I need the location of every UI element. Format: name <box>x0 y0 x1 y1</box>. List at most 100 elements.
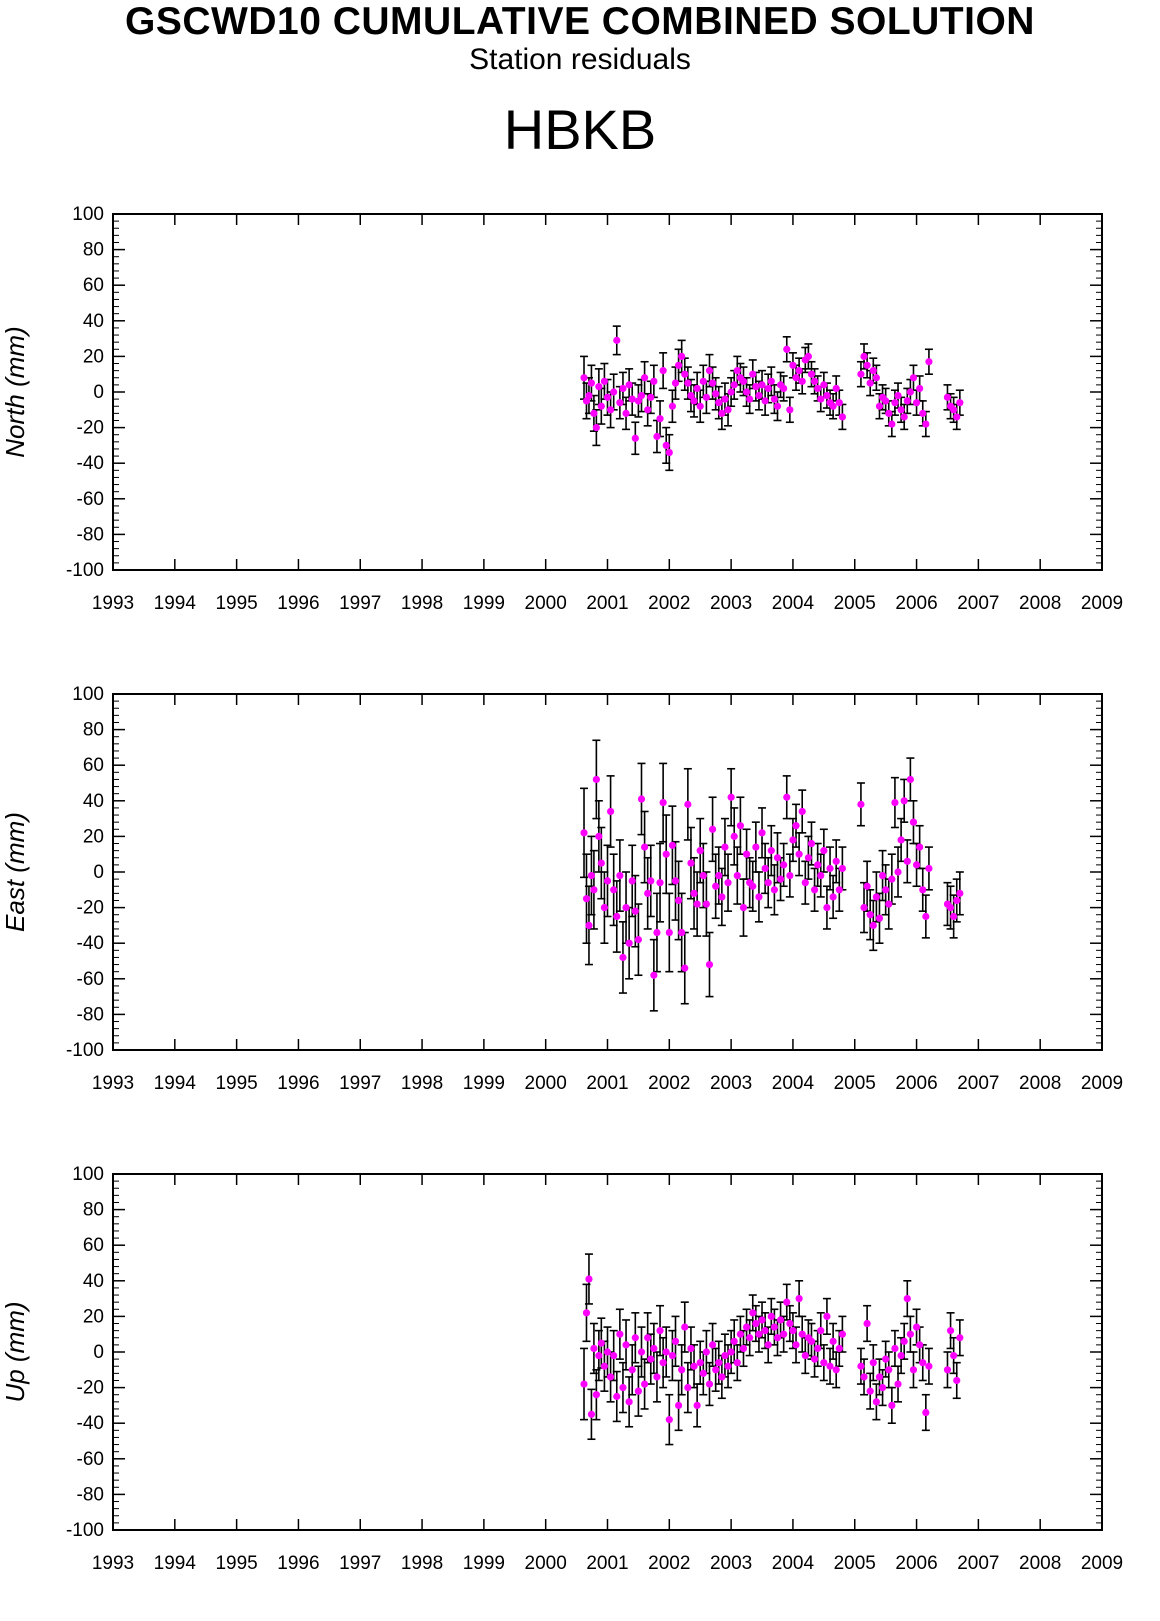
data-point <box>832 857 840 865</box>
data-point <box>634 1387 643 1395</box>
x-tick-label: 2004 <box>772 1073 815 1094</box>
data-point <box>681 964 689 972</box>
x-tick-label: 2000 <box>525 1553 567 1574</box>
data-point <box>922 912 930 921</box>
data-point <box>789 1327 797 1335</box>
data-point <box>807 1337 816 1345</box>
x-tick-label: 2005 <box>834 1073 876 1094</box>
data-point <box>946 904 955 912</box>
data-point <box>653 432 661 441</box>
data-point <box>817 871 825 880</box>
y-tick-label: -20 <box>77 898 104 919</box>
data-point <box>590 409 598 417</box>
x-tick-label: 1994 <box>154 1553 197 1574</box>
data-point <box>761 397 769 405</box>
data-point <box>909 818 918 826</box>
data-point <box>860 352 868 360</box>
y-tick-label: 60 <box>83 275 104 296</box>
data-point <box>909 1366 918 1374</box>
data-point <box>715 399 723 407</box>
x-tick-label: 1996 <box>277 593 319 614</box>
data-point <box>659 798 667 807</box>
x-tick-label: 2008 <box>1019 593 1061 614</box>
data-point <box>903 1295 911 1303</box>
data-point <box>671 1337 680 1345</box>
data-point <box>814 384 822 393</box>
data-point <box>857 800 865 808</box>
data-point <box>644 889 652 897</box>
data-point <box>625 1398 633 1406</box>
x-tick-label: 1999 <box>463 1073 505 1094</box>
chart-subtitle: Station residuals <box>469 43 691 76</box>
data-point <box>857 370 865 378</box>
data-point <box>637 1348 646 1356</box>
x-tick-label: 1996 <box>277 1553 319 1574</box>
data-point <box>637 795 646 803</box>
data-point <box>946 1327 955 1335</box>
data-point <box>634 936 643 944</box>
data-point <box>592 775 600 784</box>
data-point <box>724 879 732 887</box>
data-point <box>869 921 877 930</box>
y-tick-label: 40 <box>83 1271 104 1292</box>
x-tick-label: 1998 <box>401 593 443 614</box>
data-point <box>776 875 785 883</box>
data-point <box>699 377 707 385</box>
data-point <box>597 402 605 410</box>
data-point <box>674 1401 683 1409</box>
x-tick-label: 1996 <box>277 1073 319 1094</box>
data-point <box>916 384 924 393</box>
data-point <box>730 1337 738 1345</box>
data-point <box>665 928 673 937</box>
data-point <box>755 893 763 901</box>
data-point <box>587 1410 596 1418</box>
x-tick-label: 2006 <box>895 1553 937 1574</box>
data-point <box>610 388 618 396</box>
data-point <box>863 361 871 369</box>
data-point <box>674 896 683 905</box>
data-point <box>866 379 874 387</box>
data-point <box>696 1359 704 1367</box>
plot-panel-2: 1993 1994 1995 1996 1997 1998 1999 2000 2001 2002… <box>0 684 1123 1094</box>
data-point <box>684 800 692 808</box>
y-tick-label: 80 <box>83 1200 104 1221</box>
data-point <box>684 1384 692 1392</box>
data-point <box>894 868 902 876</box>
data-point <box>592 1391 600 1399</box>
data-point <box>585 921 593 930</box>
x-tick-label: 2007 <box>957 1553 999 1574</box>
data-point <box>656 879 664 887</box>
data-point <box>606 807 615 816</box>
data-point <box>891 798 899 807</box>
data-point <box>798 807 806 816</box>
data-point <box>625 381 633 389</box>
data-point <box>662 441 670 449</box>
y-tick-label: -80 <box>77 1004 104 1025</box>
data-point <box>875 914 884 922</box>
data-point <box>640 1380 649 1388</box>
data-point <box>823 1312 831 1320</box>
data-point <box>696 402 704 410</box>
data-point <box>613 912 621 921</box>
data-point <box>838 864 846 873</box>
data-point <box>702 1348 711 1356</box>
data-point <box>749 1309 757 1317</box>
x-tick-label: 2003 <box>710 593 752 614</box>
data-point <box>786 406 794 414</box>
data-point <box>708 379 717 387</box>
data-point <box>610 886 618 894</box>
y-tick-label: -40 <box>77 933 104 954</box>
data-point <box>770 886 778 894</box>
y-tick-label: -60 <box>77 969 104 990</box>
data-point <box>792 822 800 830</box>
data-point <box>761 1327 769 1335</box>
y-tick-label: -100 <box>66 1040 104 1061</box>
data-point <box>829 1337 837 1345</box>
data-point <box>727 388 735 396</box>
data-point <box>712 1366 720 1374</box>
data-point <box>752 383 760 391</box>
data-point <box>900 413 908 421</box>
data-point <box>699 1369 707 1377</box>
data-point <box>755 391 763 400</box>
